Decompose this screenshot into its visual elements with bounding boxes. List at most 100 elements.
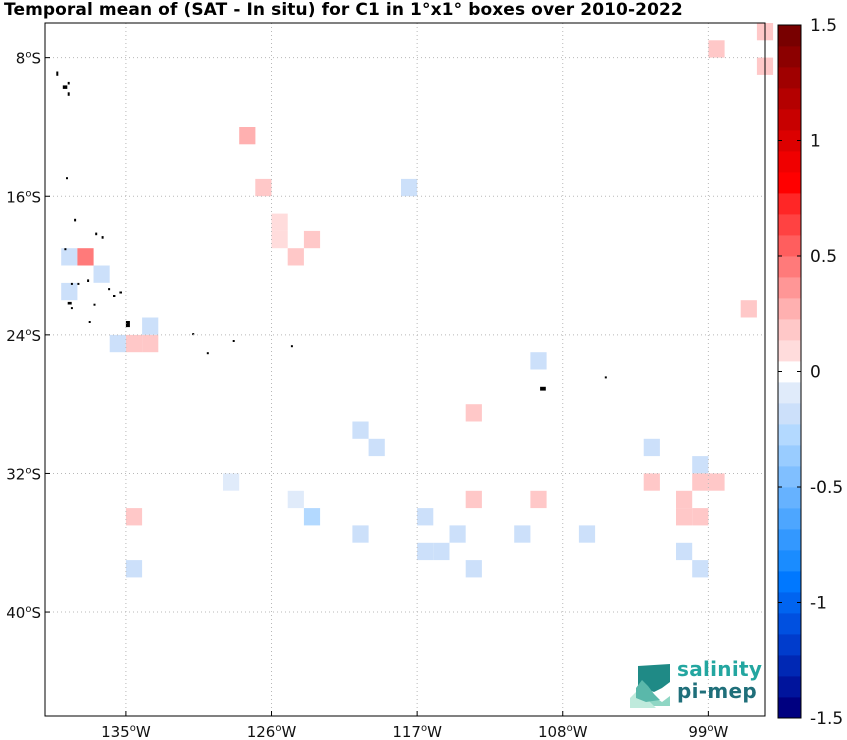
heatmap-cell: [514, 525, 531, 543]
colorbar-segment: [778, 361, 801, 383]
island: [74, 218, 77, 222]
island: [125, 321, 130, 328]
colorbar-segment: [778, 655, 801, 677]
colorbar-segment: [778, 508, 801, 530]
heatmap-cell: [142, 334, 159, 353]
colorbar-segment: [778, 46, 801, 68]
island: [113, 295, 116, 297]
logo-word-salinity: salinity: [677, 657, 763, 681]
island: [192, 333, 195, 336]
island: [290, 345, 293, 348]
island: [232, 340, 235, 342]
heatmap-cell: [530, 352, 547, 370]
colorbar-segment: [778, 613, 801, 635]
island: [67, 81, 70, 85]
island: [62, 85, 68, 89]
heatmap-cell: [676, 508, 693, 526]
heatmap-cell: [303, 230, 321, 249]
heatmap-cell: [239, 127, 256, 145]
island: [56, 71, 59, 76]
y-tick-label: 40oS: [6, 604, 41, 622]
x-tick-label: 126oW: [247, 723, 297, 740]
colorbar-segment: [778, 172, 801, 194]
heatmap-cell: [93, 265, 110, 283]
heatmap-cell: [465, 490, 482, 509]
island: [206, 352, 209, 355]
island: [540, 386, 546, 391]
heatmap-cell: [368, 438, 385, 457]
island: [108, 288, 111, 291]
heatmap-cell: [530, 490, 547, 509]
heatmap-cell: [465, 404, 482, 422]
heatmap-cell: [401, 178, 418, 197]
island: [88, 321, 91, 323]
y-tick-label: 32oS: [6, 465, 41, 483]
heatmap-cell: [465, 560, 482, 578]
colorbar-segment: [778, 130, 801, 152]
x-tick-label: 108oW: [538, 723, 588, 740]
heatmap-cell: [271, 213, 288, 231]
colorbar-segment: [778, 67, 801, 89]
colorbar-segment: [778, 634, 801, 656]
chart-title: Temporal mean of (SAT - In situ) for C1 …: [4, 0, 683, 20]
heatmap-cell: [449, 525, 466, 543]
colorbar-segment: [778, 319, 801, 341]
y-tick-label: 24oS: [6, 327, 41, 345]
x-tick-label: 117oW: [392, 723, 442, 740]
wave-logo-icon: [630, 664, 670, 708]
salinity-pimep-logo: salinity pi-mep: [626, 657, 766, 708]
colorbar-segment: [778, 466, 801, 488]
island: [70, 282, 73, 285]
colorbar-segment: [778, 25, 801, 47]
island: [70, 307, 73, 310]
heatmap-cell: [417, 542, 434, 561]
heatmap-cell: [740, 300, 757, 318]
x-axis-ticks: 135oW 126oW 117oW 108oW 99oW: [101, 711, 729, 740]
colorbar-segment: [778, 235, 801, 257]
island: [77, 282, 80, 285]
colorbar-tick-label: 0.5: [810, 247, 837, 267]
island: [604, 376, 607, 379]
heatmap-cell: [692, 508, 709, 526]
colorbar-segment: [778, 340, 801, 362]
colorbar-segment: [778, 88, 801, 110]
colorbar-segment: [778, 298, 801, 320]
colorbar-segment: [778, 487, 801, 509]
island: [67, 92, 70, 96]
colorbar-segment: [778, 193, 801, 215]
x-tick-label: 99oW: [688, 723, 728, 740]
heatmap-cell: [708, 473, 725, 491]
heatmap-cell: [271, 230, 288, 249]
island: [87, 279, 90, 282]
logo-word-pimep: pi-mep: [677, 679, 757, 703]
island: [101, 236, 104, 239]
colorbar-segment: [778, 445, 801, 467]
colorbar-tick-label: -1.5: [810, 709, 843, 729]
heatmap-cell: [643, 473, 660, 491]
heatmap-cell: [692, 473, 709, 491]
colorbar-tick-label: 1.5: [810, 16, 837, 36]
colorbar-tick-label: 0: [810, 363, 821, 383]
heatmap-cell: [77, 248, 94, 266]
y-tick-label: 8oS: [16, 50, 41, 68]
heatmap-cell: [417, 508, 434, 526]
heatmap-cell: [61, 282, 78, 301]
land-islands: [56, 71, 607, 391]
island: [119, 291, 122, 294]
heatmap-cell: [692, 560, 709, 578]
colorbar-tick-label: -1: [810, 594, 827, 614]
heatmap-cell: [676, 542, 693, 561]
island: [66, 177, 68, 180]
colorbar-segment: [778, 550, 801, 572]
heatmap-cell: [676, 490, 693, 509]
heatmap-cell: [708, 40, 725, 58]
colorbar-segment: [778, 424, 801, 446]
plot-frame: [44, 22, 766, 717]
colorbar: 1.5 1 0.5 0 -0.5 -1 -1.5: [777, 16, 843, 729]
colorbar-segment: [778, 277, 801, 299]
y-tick-label: 16oS: [6, 188, 41, 206]
heatmap-cell: [255, 178, 272, 197]
colorbar-segment: [778, 109, 801, 131]
heatmap-cell: [643, 438, 660, 457]
